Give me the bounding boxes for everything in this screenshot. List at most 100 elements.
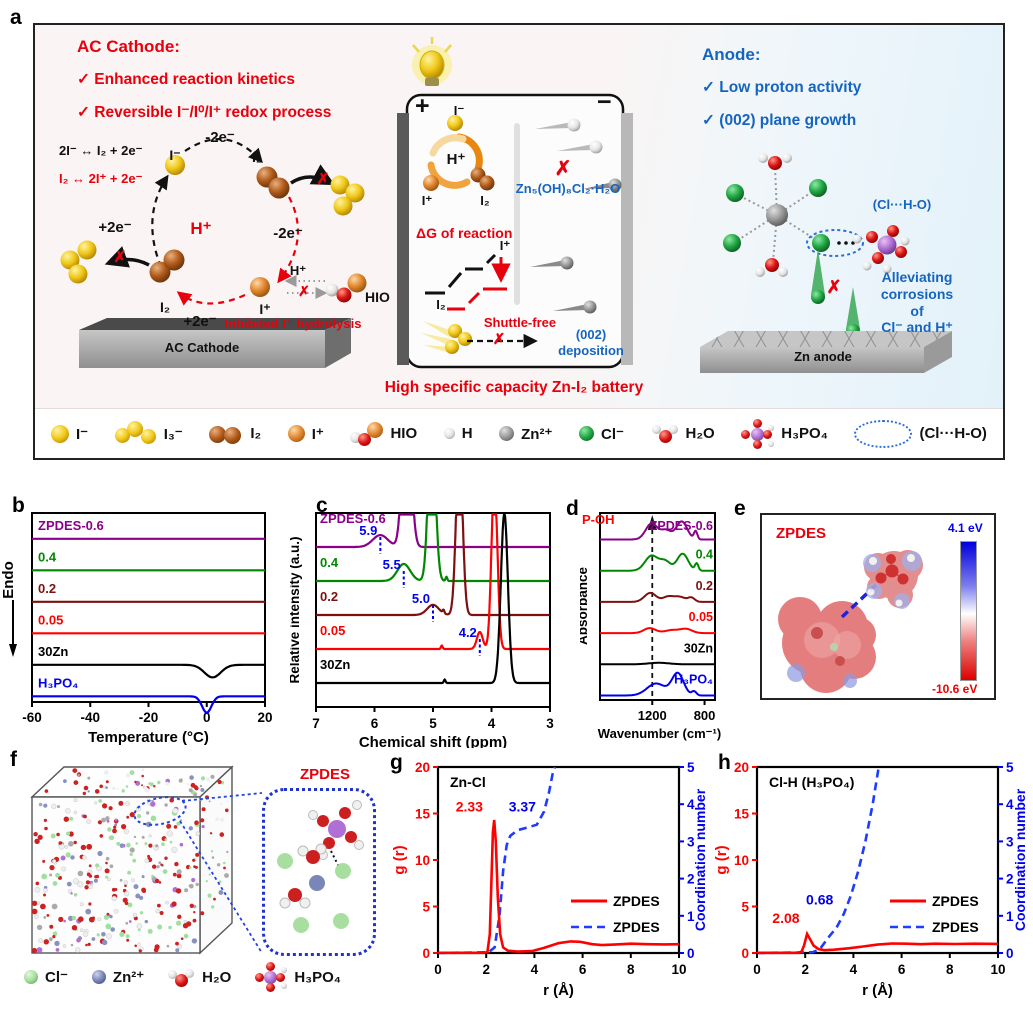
battery-plus-terminal: + <box>415 92 430 120</box>
svg-text:ZPDES-0.6: ZPDES-0.6 <box>38 518 104 533</box>
legend-item: I₂ <box>209 424 261 444</box>
svg-text:0: 0 <box>203 710 211 725</box>
cathode-check-2: ✓ Reversible I⁻/I⁰/I⁺ redox process <box>77 104 332 121</box>
legend-label: HIO <box>390 425 418 442</box>
svg-text:4: 4 <box>488 716 496 731</box>
svg-text:0.2: 0.2 <box>320 589 338 604</box>
svg-text:5.0: 5.0 <box>412 591 430 606</box>
battery-minus-terminal: − <box>597 88 612 116</box>
panel-b-label: b <box>12 494 25 517</box>
deposition-002-label: (002) deposition <box>558 327 624 358</box>
svg-text:8: 8 <box>946 962 954 977</box>
svg-text:0.05: 0.05 <box>320 623 345 638</box>
i-plus-label: I⁺ <box>259 301 271 317</box>
iodonium-icon <box>287 425 305 442</box>
legend-item: Cl⁻ <box>24 968 68 986</box>
panel-c-label: c <box>316 494 328 517</box>
minus-2e-right-label: -2e⁻ <box>273 225 303 242</box>
svg-text:2.08: 2.08 <box>772 910 799 926</box>
plus-2e-left-label: +2e⁻ <box>98 219 132 236</box>
svg-text:2: 2 <box>687 872 695 887</box>
dsc-chart: -60 -40 -20 0 20 Temperature (°C) Endo ZPDES-0.… <box>0 512 273 746</box>
zpdes-cluster-callout <box>262 788 376 956</box>
battery-iodide-label: I⁻ <box>453 103 465 118</box>
i2-top-label: I₂ <box>251 149 263 165</box>
panel-a-graphics <box>60 37 952 373</box>
esp-map-panel: ZPDES 4.1 eV -10.6 eV <box>760 513 996 700</box>
svg-text:10: 10 <box>734 853 749 868</box>
svg-text:5.5: 5.5 <box>383 557 401 572</box>
iodine-icon <box>209 424 243 444</box>
legend-label: I⁻ <box>76 425 89 443</box>
svg-text:5: 5 <box>429 716 437 731</box>
svg-text:20: 20 <box>734 760 749 775</box>
x-mark-icon: ✗ <box>826 277 842 297</box>
iodide-icon <box>51 424 69 443</box>
rdf-zncl-chart: 0 5 10 15 20 0 1 2 3 4 5 0 2 4 6 8 10 r (Å) g (r) Coordinat… <box>391 760 708 999</box>
cathode-title: AC Cathode: <box>77 37 180 56</box>
legend-label: Cl⁻ <box>600 425 624 443</box>
phosphoric-acid-icon <box>741 418 775 449</box>
svg-text:P-OH: P-OH <box>582 512 615 527</box>
svg-text:r (Å): r (Å) <box>862 982 893 999</box>
svg-text:4.2: 4.2 <box>459 625 477 640</box>
svg-text:6: 6 <box>579 962 587 977</box>
battery-caption: High specific capacity Zn-I₂ battery <box>384 379 644 396</box>
panel-e-label: e <box>734 497 746 520</box>
svg-text:0: 0 <box>1006 946 1014 961</box>
legend-item: H₃PO₄ <box>741 418 828 449</box>
svg-text:15: 15 <box>734 807 750 822</box>
svg-text:4: 4 <box>687 797 695 812</box>
svg-text:10: 10 <box>415 853 430 868</box>
battery-i2-label: I₂ <box>480 193 490 208</box>
svg-text:0.4: 0.4 <box>320 555 339 570</box>
svg-text:0.2: 0.2 <box>696 579 713 593</box>
svg-text:5: 5 <box>687 760 695 775</box>
svg-text:ZPDES-0.6: ZPDES-0.6 <box>650 519 713 533</box>
svg-text:Zn-Cl: Zn-Cl <box>450 774 486 790</box>
svg-text:Coordination number: Coordination number <box>1012 788 1028 931</box>
x-mark-icon: ✗ <box>316 171 330 188</box>
svg-text:30Zn: 30Zn <box>38 644 68 659</box>
svg-text:0.05: 0.05 <box>38 612 63 627</box>
svg-text:4: 4 <box>850 962 858 977</box>
legend-label: H₃PO₄ <box>781 425 828 442</box>
anode-check-2: ✓ (002) plane growth <box>702 112 857 129</box>
svg-text:H₃PO₄: H₃PO₄ <box>38 675 78 690</box>
svg-text:1: 1 <box>1006 909 1014 924</box>
legend-item: Zn²⁺ <box>91 968 144 986</box>
water-icon <box>168 967 195 987</box>
svg-text:2: 2 <box>801 962 809 977</box>
svg-text:H₃PO₄: H₃PO₄ <box>674 673 713 687</box>
legend-item: H₂O <box>651 424 715 444</box>
svg-text:6: 6 <box>898 962 906 977</box>
iodide-label: I⁻ <box>169 147 181 163</box>
water-icon <box>651 424 679 444</box>
svg-text:5.9: 5.9 <box>359 523 377 538</box>
svg-text:1200: 1200 <box>638 708 667 723</box>
panel-f-label: f <box>10 748 17 771</box>
svg-text:4: 4 <box>1006 797 1014 812</box>
md-zpdes-title: ZPDES <box>300 766 351 783</box>
svg-text:5: 5 <box>1006 760 1014 775</box>
md-simulation-box <box>30 765 262 955</box>
svg-text:ZPDES: ZPDES <box>932 919 979 935</box>
legend-item: H <box>443 425 473 442</box>
panel-f-legend: Cl⁻ Zn²⁺ H₂O H₃PO₄ <box>24 962 341 992</box>
svg-text:Wavenumber (cm⁻¹): Wavenumber (cm⁻¹) <box>598 726 721 741</box>
legend-item: Cl⁻ <box>578 425 624 443</box>
svg-text:3.37: 3.37 <box>509 799 536 815</box>
battery-h-plus-label: H⁺ <box>446 151 466 168</box>
svg-text:10: 10 <box>671 962 686 977</box>
legend-item: H₂O <box>168 967 231 987</box>
svg-text:Relative intensity (a.u.): Relative intensity (a.u.) <box>290 536 302 683</box>
legend-item: I₃⁻ <box>114 420 183 447</box>
svg-text:0.4: 0.4 <box>696 548 713 562</box>
svg-text:g (r): g (r) <box>713 845 730 874</box>
colorbar-min-label: -10.6 eV <box>932 682 978 696</box>
svg-text:r (Å): r (Å) <box>543 982 574 999</box>
legend-label: (Cl···H-O) <box>919 425 987 442</box>
svg-text:2.33: 2.33 <box>456 799 483 815</box>
dg-i-plus-label: I⁺ <box>499 238 511 253</box>
svg-text:Endo: Endo <box>0 561 17 599</box>
